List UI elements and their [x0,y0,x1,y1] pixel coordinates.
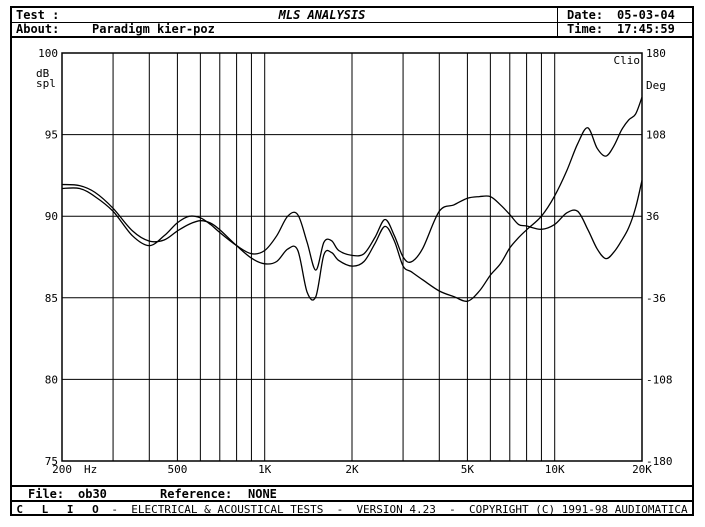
y2-tick-label: -36 [646,292,666,305]
time-label: Time: [567,22,604,36]
y-tick-labels: 100 95 90 85 80 75 [38,47,58,468]
y2-tick-label: 180 [646,47,666,60]
header-divider [557,8,558,36]
y-tick-label: 90 [45,210,58,223]
y-tick-label: 85 [45,292,58,305]
time-value: 17:45:59 [617,22,675,36]
series-layer [61,96,643,302]
y-tick-label: 95 [45,129,58,142]
y-axis-label: dB [36,67,50,80]
footer-panel: File: ob30 Reference: NONE [12,485,692,502]
analysis-title: MLS ANALYSIS [278,8,366,22]
magnitude-curve [61,180,643,271]
about-value: Paradigm kier-poz [92,22,215,36]
y2-tick-labels: 180 108 36 -36 -108 -180 [646,47,673,468]
x-tick-label: 2K [345,463,359,476]
copyright-line: C L I O - ELECTRICAL & ACOUSTICAL TESTS … [12,503,692,517]
corner-label: Clio [614,54,641,67]
x-tick-label: 1K [258,463,272,476]
y-axis-unit: spl [36,77,56,90]
y2-axis-label: Deg [646,79,666,92]
mls-chart: 100 95 90 85 80 75 180 108 36 -36 -108 -180 200 500… [36,47,673,476]
file-value: ob30 [78,487,107,501]
x-axis-label: Hz [84,463,97,476]
x-tick-label: 10K [545,463,565,476]
date-label: Date: [567,8,604,22]
plot-border [61,52,643,462]
about-label: About: [16,22,60,36]
header-row-1 [12,8,692,23]
x-tick-labels: 200 500 1K 2K 5K 10K 20K [52,463,652,476]
y-tick-label: 75 [45,455,58,468]
y-tick-label: 100 [38,47,58,60]
y2-tick-label: -108 [646,373,673,386]
file-label: File: [28,487,65,501]
x-tick-label: 200 [52,463,72,476]
reference-value: NONE [248,487,277,501]
reference-label: Reference: [160,487,233,501]
date-value: 05-03-04 [617,8,675,22]
x-tick-label: 500 [167,463,187,476]
header-panel: Test : MLS ANALYSIS Date: 05-03-04 About… [12,8,692,38]
y2-tick-label: 36 [646,210,659,223]
phase-curve [61,96,643,302]
grid-layer [62,53,642,461]
test-label: Test : [16,8,60,22]
y2-tick-label: 108 [646,129,666,142]
y2-tick-label: -180 [646,455,673,468]
window-frame: Test : MLS ANALYSIS Date: 05-03-04 About… [10,6,694,516]
copyright-text: - ELECTRICAL & ACOUSTICAL TESTS - VERSIO… [104,503,688,516]
clio-brand: C L I O [16,503,105,516]
x-tick-label: 20K [632,463,652,476]
y-tick-label: 80 [45,373,58,386]
x-tick-label: 5K [461,463,475,476]
